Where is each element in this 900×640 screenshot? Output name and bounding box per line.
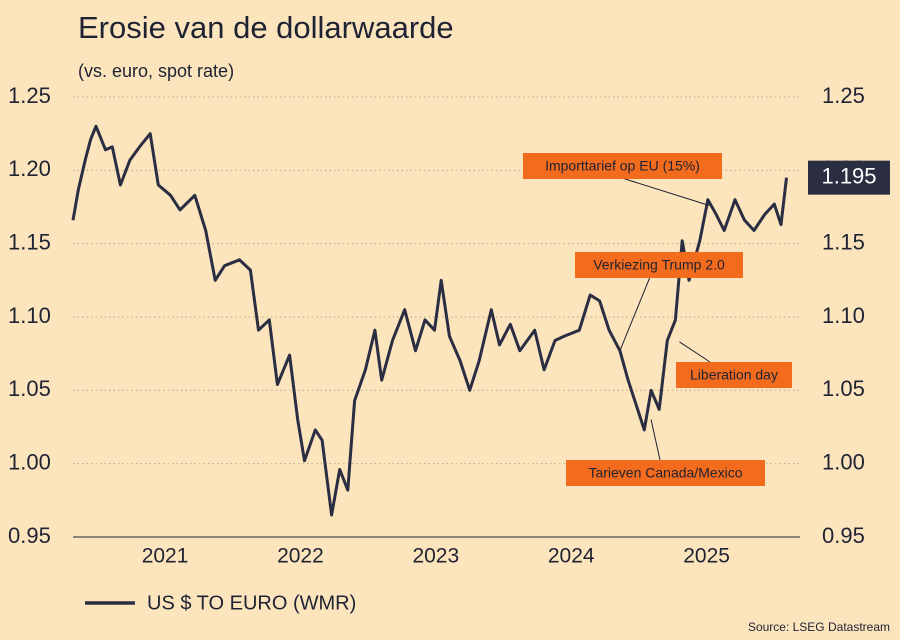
annotation-box (523, 153, 722, 179)
annotation-text: Tarieven Canada/Mexico (588, 465, 742, 481)
source: Source: LSEG Datastream (748, 620, 890, 634)
y2-tick-label: 1.15 (822, 229, 865, 254)
x-tick-label: 2022 (277, 545, 324, 568)
y-tick-label: 0.95 (8, 523, 51, 548)
x-tick-label: 2023 (412, 545, 459, 568)
annotation-box (676, 362, 792, 388)
annotation-leader (679, 341, 711, 363)
y2-tick-label: 1.10 (822, 303, 865, 328)
y2-tick-label: 0.95 (822, 523, 865, 548)
data-line (71, 124, 788, 517)
legend-label: US $ TO EURO (WMR) (147, 592, 356, 614)
last-value-box (808, 160, 890, 195)
chart-subtitle: (vs. euro, spot rate) (78, 61, 234, 81)
y-tick-label: 1.00 (8, 449, 51, 474)
annotation-leader (621, 177, 710, 207)
annotation-leader (650, 419, 661, 461)
chart-title: Erosie van de dollarwaarde (78, 10, 454, 45)
annotation-box (575, 252, 743, 278)
annotation-text: Verkiezing Trump 2.0 (593, 257, 725, 273)
y2-tick-label: 1.00 (822, 449, 865, 474)
x-tick-label: 2024 (548, 545, 595, 568)
y-tick-label: 1.05 (8, 376, 51, 401)
annotation-text: Liberation day (690, 367, 778, 383)
y-tick-label: 1.25 (8, 83, 51, 108)
y-tick-label: 1.20 (8, 156, 51, 181)
y2-tick-label: 1.05 (822, 376, 865, 401)
x-tick-label: 2025 (683, 545, 730, 568)
last-value-label: 1.195 (821, 163, 876, 188)
y2-tick-label: 1.25 (822, 83, 865, 108)
y-tick-label: 1.10 (8, 303, 51, 328)
annotation-leader (619, 276, 651, 351)
annotation-text: Importtarief op EU (15%) (545, 158, 700, 174)
annotation-box (566, 460, 765, 486)
x-tick-label: 2021 (142, 545, 189, 568)
y-tick-label: 1.15 (8, 229, 51, 254)
